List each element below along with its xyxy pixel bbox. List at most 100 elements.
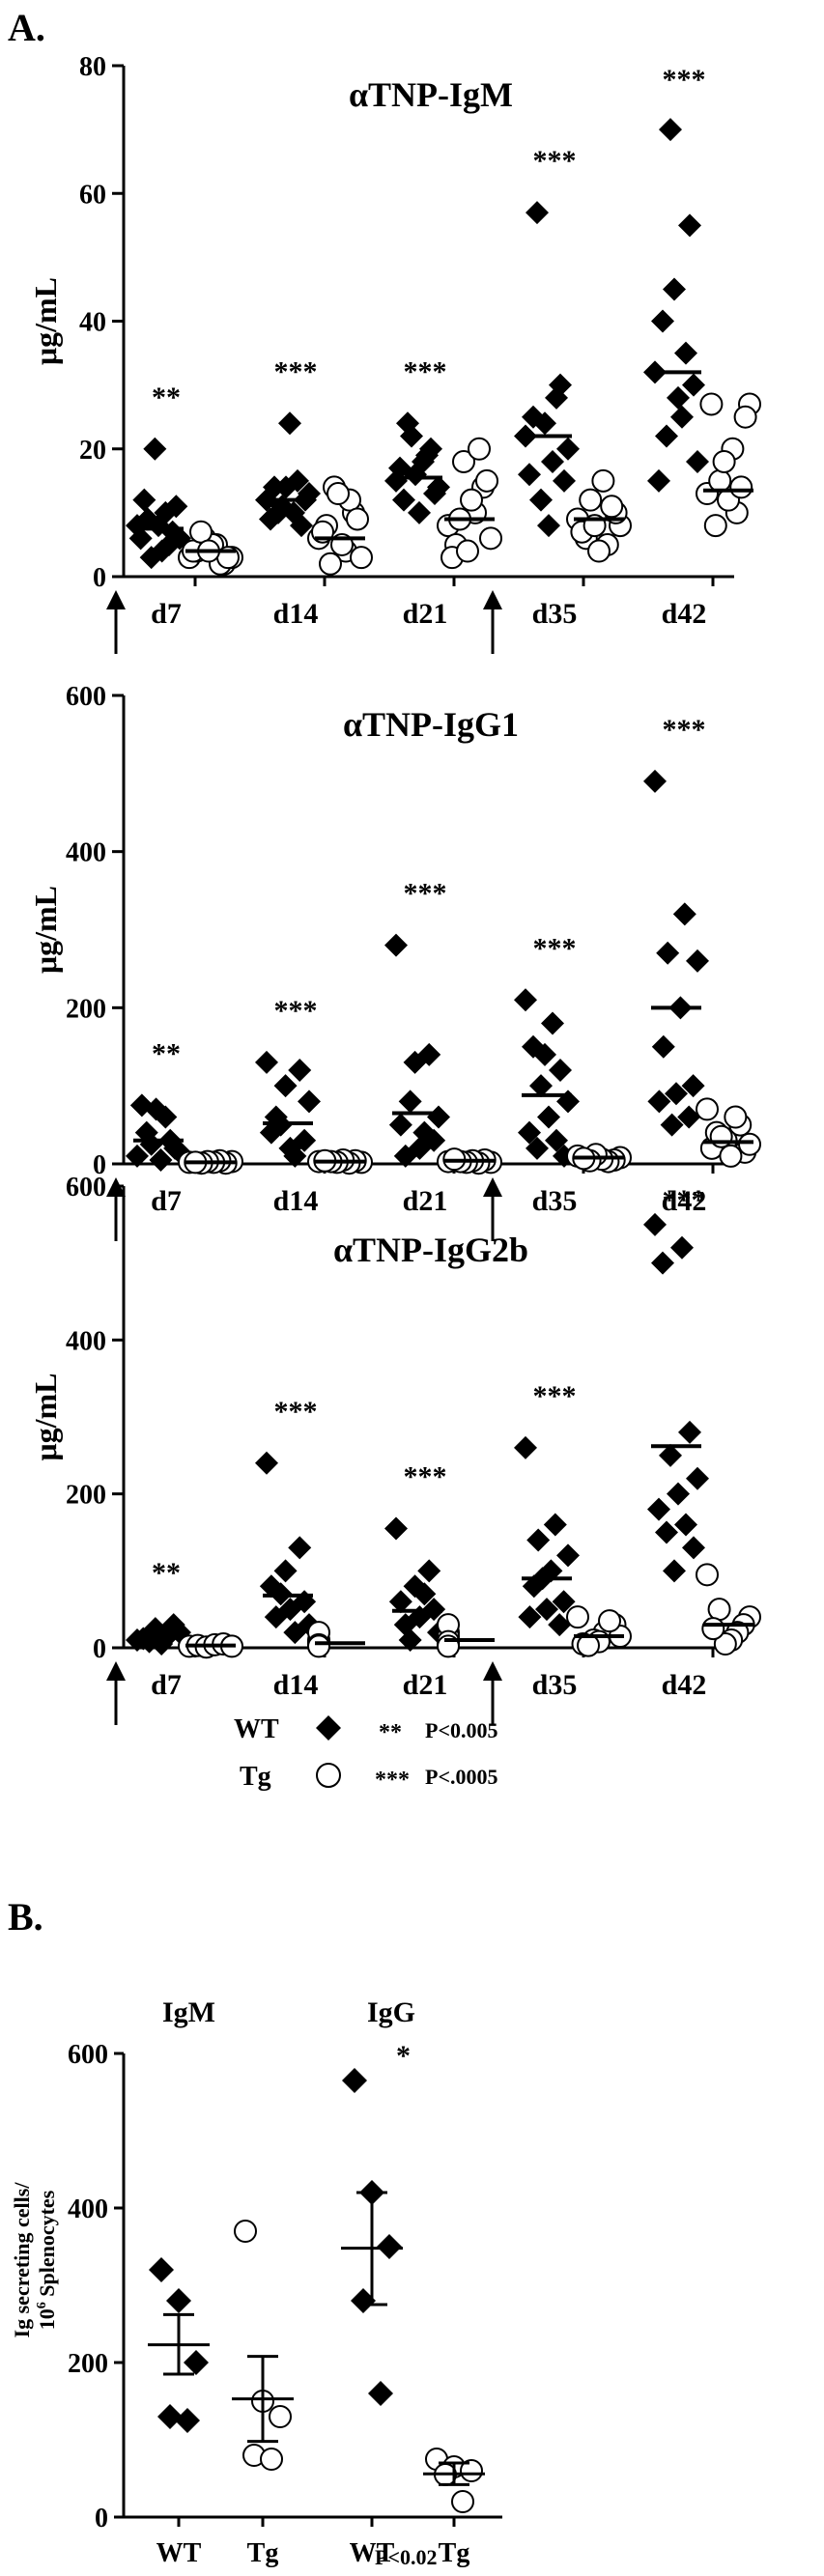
chart-igg2b-wt-point-4-7 [647,1497,670,1521]
chart-igm-tg-point-4-10 [712,449,736,473]
panel-b-ytick-label-2: 400 [68,2194,108,2224]
chart-igg2b-wt-point-3-8 [518,1605,542,1629]
legend-wt-marker [316,1715,341,1741]
chart-igg1-wt-point-3-0 [514,988,537,1012]
chart-igm-wt-point-4-7 [647,468,670,493]
chart-igg1-significance-0: ** [152,1037,181,1069]
chart-igg1-wt-point-0-0 [126,1144,149,1168]
chart-igg2b-xtick-label-0: d7 [151,1669,182,1701]
chart-igm-tg-point-1-10 [346,507,369,531]
chart-igm-wt-point-3-10 [553,468,576,493]
chart-igm-ytick-label-2: 40 [79,308,106,338]
chart-igm-significance-3: *** [533,145,577,177]
panel-b-point-1-2 [269,2405,292,2428]
chart-igg1-wt-point-4-3 [686,948,709,973]
chart-igg1-wt-point-2-0 [384,933,408,957]
chart-igg1-wt-point-2-2 [403,1050,427,1074]
panel-b-ytick-label-0: 0 [95,2504,108,2534]
panel-b-point-0-3 [157,2404,183,2429]
svg-text:Ig secreting cells/: Ig secreting cells/ [10,2182,34,2338]
chart-igm-wt-point-1-9 [267,500,290,524]
panel-b-ylabel-line1: Ig secreting cells/ [10,2182,34,2338]
chart-igg1-xtick-label-4: d42 [662,1185,707,1217]
legend-sig3-stars: *** [375,1768,410,1793]
chart-igm-wt-point-4-9 [655,424,678,448]
chart-igm-wt-point-0-2 [128,526,153,551]
legend-sig2-text: P<0.005 [425,1718,497,1742]
chart-igg1-wt-point-1-7 [298,1090,321,1114]
chart-igg1-tg-point-4-7 [738,1132,761,1156]
chart-igm-wt-point-2-2 [392,488,415,512]
chart-igg1-wt-point-1-0 [255,1050,278,1074]
legend-wt-label: WT [234,1714,279,1744]
chart-igg2b-ylabel: μg/mL [28,1373,63,1460]
chart-igm-xtick-label-3: d35 [532,598,578,630]
chart-igm-tg-point-2-4 [452,449,475,473]
chart-igg1-wt-point-2-3 [388,1113,412,1137]
panel-b-ylabel-base: 10 [35,2308,59,2330]
chart-igm-wt-point-0-8 [139,546,163,570]
chart-igm-significance-1: *** [274,355,318,387]
chart-igm-tg-point-2-11 [456,539,479,563]
chart-igm-wt-point-2-9 [396,411,419,436]
panel-b-point-3-2 [460,2459,483,2482]
chart-igg1-xtick-label-3: d35 [532,1185,578,1217]
chart-igm-xtick-label-1: d14 [273,598,319,630]
chart-igm-wt-point-0-4 [132,488,156,512]
panel-b-ylabel-rest: Splenocytes [35,2190,59,2302]
chart-igm-wt-point-4-6 [667,385,690,410]
chart-igg2b-tg-point-1-6 [307,1634,330,1658]
chart-igg1-wt-point-3-1 [541,1011,564,1035]
chart-igg1-wt-point-3-11 [533,1042,556,1066]
chart-igm-wt-point-3-1 [541,449,564,473]
chart-igm-ytick-label-3: 60 [79,180,106,210]
chart-igg2b-immunization-arrowhead-1 [483,1661,502,1681]
chart-igg1-wt-point-4-2 [656,941,680,965]
chart-igg2b-significance-4: *** [663,1184,706,1216]
chart-igg1-wt-point-3-9 [526,1136,549,1160]
chart-igg2b-wt-point-4-6 [667,1482,690,1506]
chart-igg1-ylabel: μg/mL [28,886,63,974]
chart-igg2b-wt-point-4-9 [655,1520,678,1544]
chart-igm-tg-point-0-9 [189,520,213,544]
chart-igg2b-wt-point-2-9 [398,1628,422,1653]
panel-a-label: A. [8,6,45,49]
chart-igm-tg-point-1-5 [350,546,373,570]
chart-igm-tg-point-2-10 [475,468,498,493]
chart-igm-wt-point-0-9 [164,495,188,519]
chart-igg1-wt-point-4-1 [672,902,696,926]
chart-igg2b-wt-point-4-11 [663,1559,686,1583]
chart-igm-wt-point-4-10 [682,373,705,397]
chart-igg2b-wt-point-0-7 [131,1627,156,1651]
chart-igg2b-wt-point-1-8 [283,1621,307,1645]
chart-igm-tg-point-4-9 [729,475,753,499]
chart-igm-significance-4: *** [663,64,706,96]
chart-igg1-wt-point-3-8 [545,1128,568,1152]
chart-igm-ytick-label-4: 80 [79,52,106,82]
panel-b-xtick-label-3: Tg [439,2538,470,2568]
chart-igg1-significance-1: *** [274,995,318,1027]
chart-igg2b-wt-point-2-0 [384,1516,408,1541]
chart-igm-tg-point-1-11 [327,482,350,506]
chart-igg1-wt-point-4-9 [677,1105,701,1129]
chart-igg1-tg-point-4-5 [719,1144,743,1168]
chart-igg2b-wt-point-4-8 [674,1513,697,1537]
chart-igm-wt-point-4-11 [663,277,686,301]
chart-igg2b-ytick-label-3: 600 [66,1173,106,1203]
chart-igm-tg-point-3-7 [587,539,611,563]
chart-igm-wt-point-3-6 [537,514,560,538]
panel-b-xtick-label-1: Tg [247,2538,279,2568]
legend-sig3-text: P<.0005 [425,1765,497,1789]
chart-igg2b-wt-point-4-1 [670,1235,694,1260]
chart-igm-significance-0: ** [152,382,181,413]
chart-igg2b-wt-point-4-0 [643,1212,667,1236]
chart-igg2b-tg-point-3-6 [598,1609,621,1633]
chart-igm-wt-point-3-11 [533,411,556,436]
chart-igm-tg-point-1-9 [319,552,342,576]
chart-igm-wt-point-3-7 [518,463,541,487]
chart-igg2b-significance-2: *** [404,1461,447,1493]
chart-igg1-wt-point-4-8 [647,1090,671,1114]
chart-igg2b-wt-point-1-0 [255,1451,278,1475]
chart-igg2b-significance-0: ** [152,1557,181,1589]
